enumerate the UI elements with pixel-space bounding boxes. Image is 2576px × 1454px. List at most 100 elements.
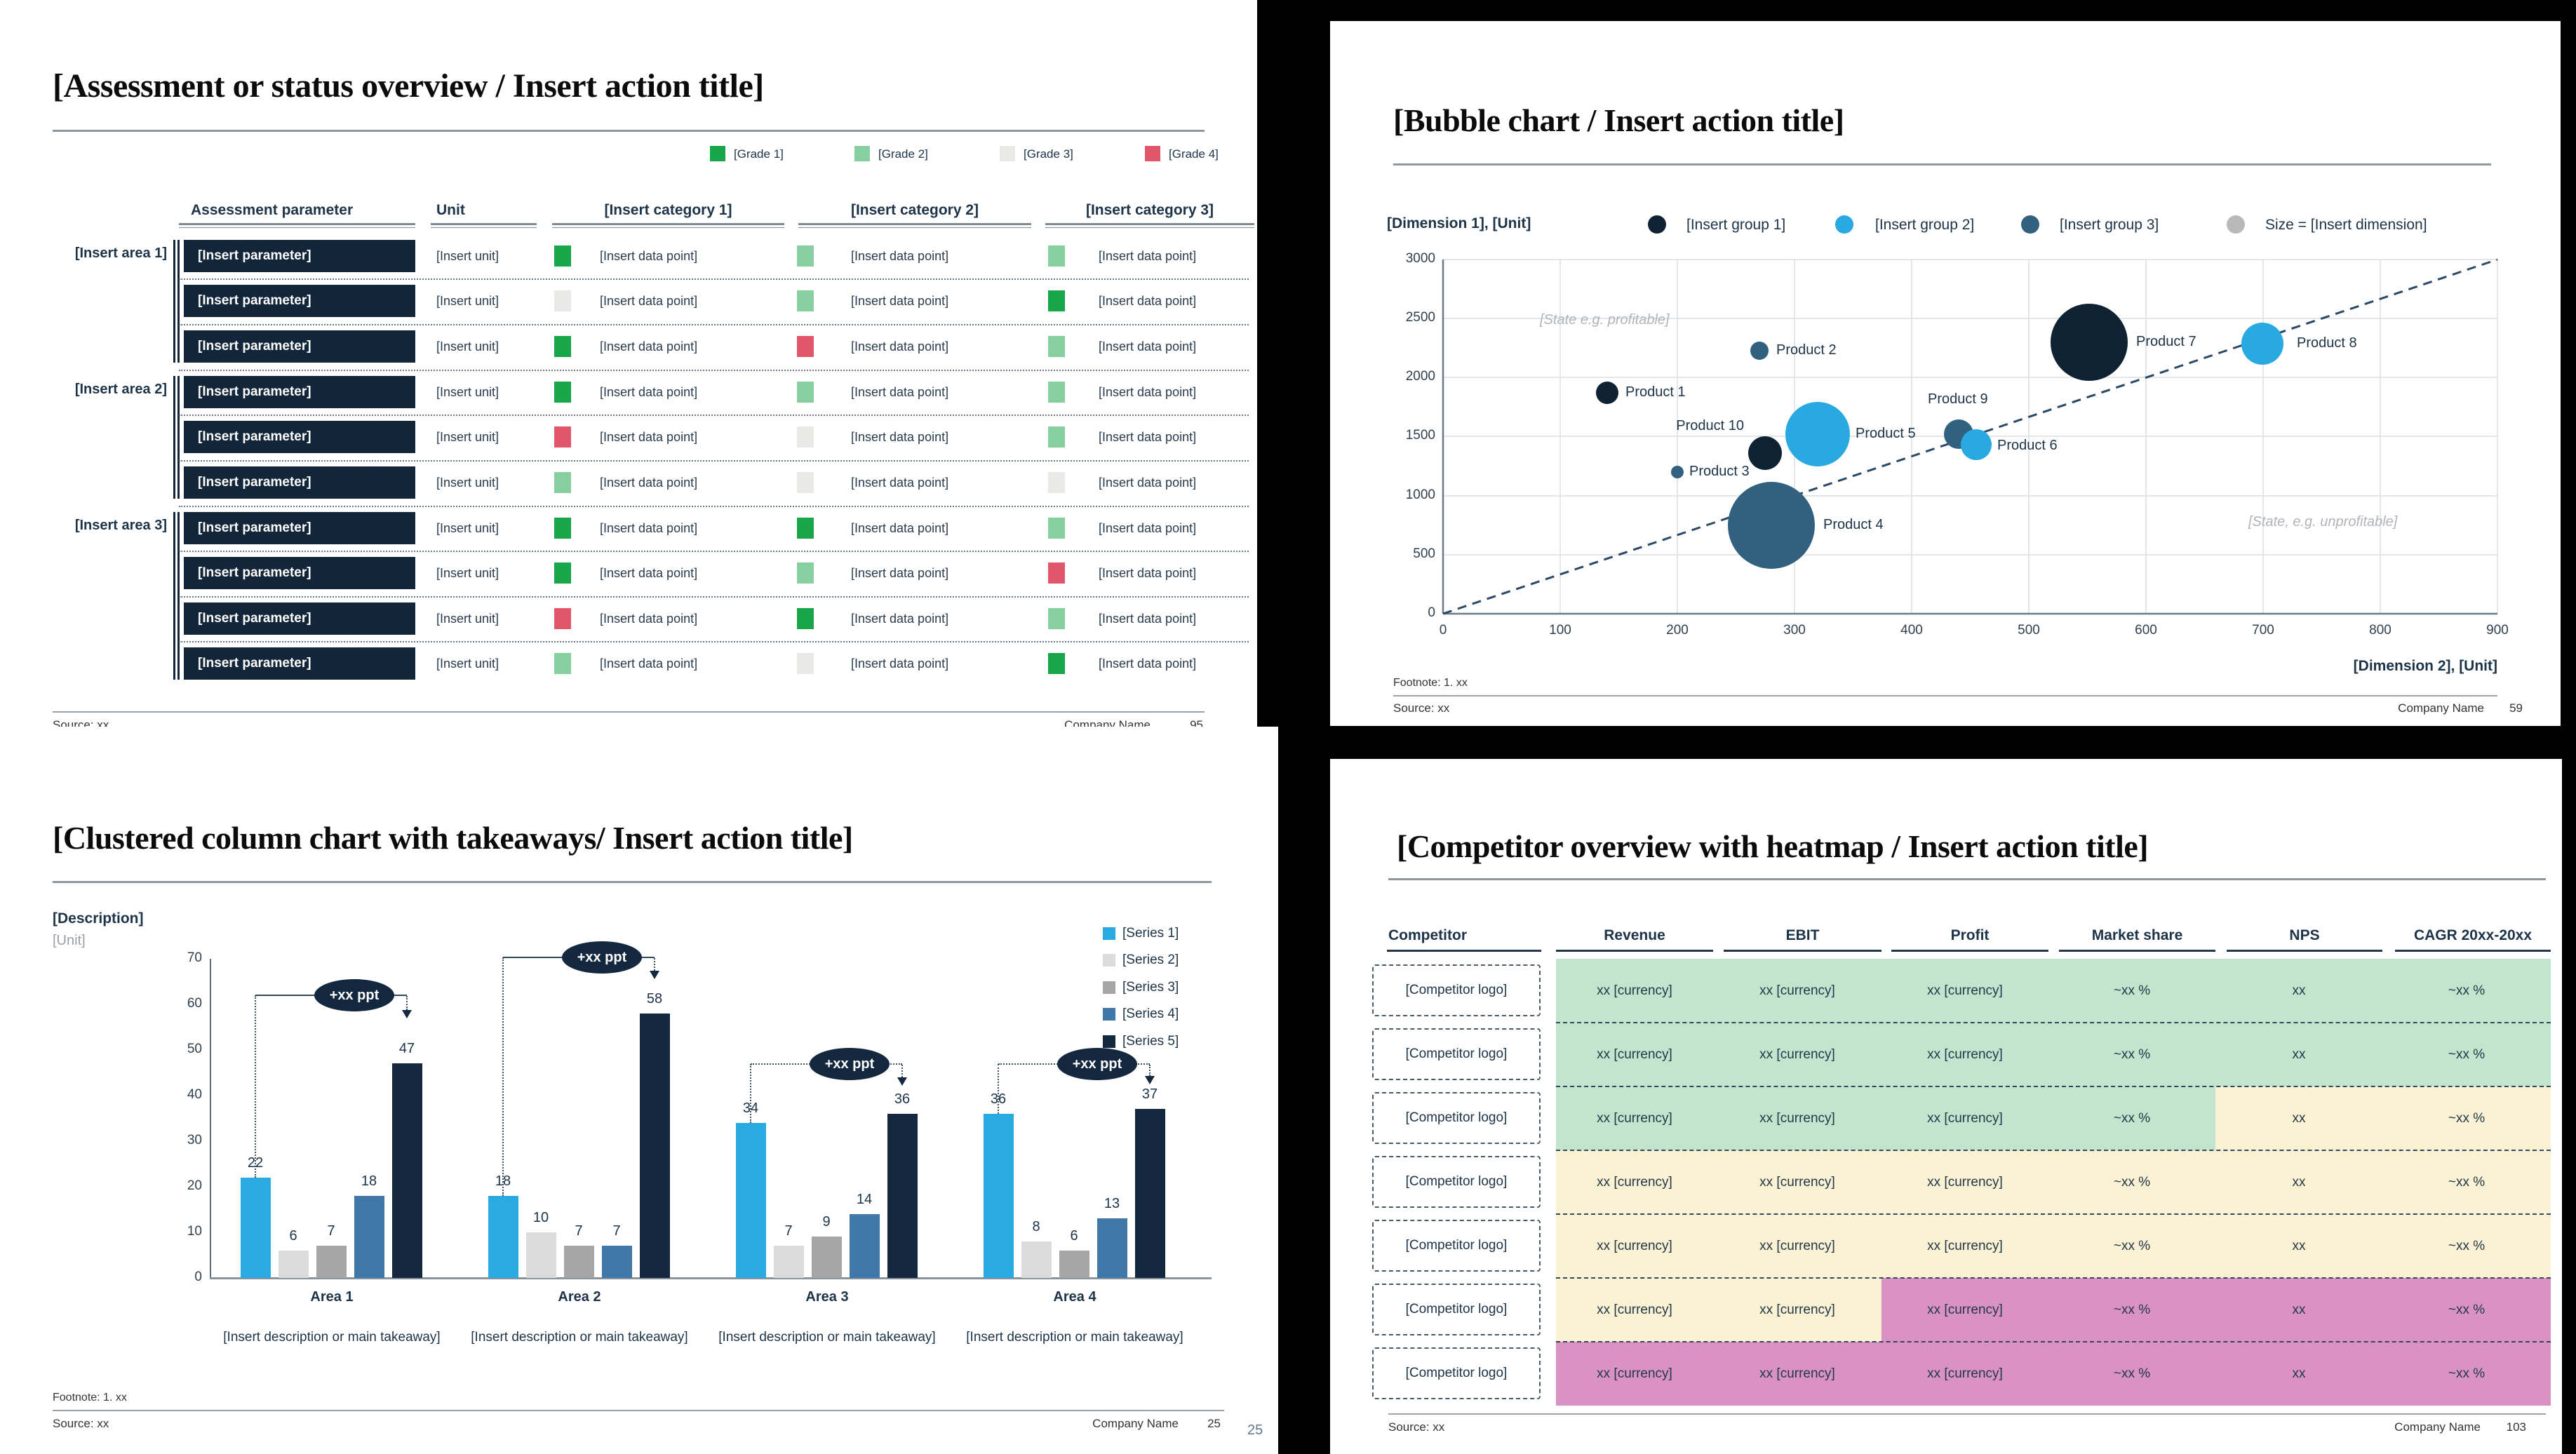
bar-area3-series1 [736,1123,766,1278]
heat-row-separator [1556,1022,2551,1023]
parameter-box: [Insert parameter] [184,421,415,453]
ppt-connector [406,996,408,1010]
heat-cell: xx [currency] [1556,1278,1713,1342]
bar-area2-series3 [564,1246,594,1278]
bar-value: 7 [612,1223,621,1239]
competitor-logo-box: [Competitor logo] [1372,1284,1541,1335]
col-header-cat2: [Insert category 2] [850,202,979,218]
cell-value: xx [currency] [1759,1239,1835,1253]
footer-divider [53,1410,1224,1411]
heat-cell: ~xx % [2382,1023,2551,1086]
data-point: [Insert data point] [600,294,698,308]
grade-square [1048,653,1065,674]
slide2-title-rule [1393,163,2491,166]
bar-value: 37 [1141,1086,1158,1102]
bubble-product-8 [2241,323,2283,365]
y-tick: 0 [1428,605,1435,620]
heat-row-separator [1556,1086,2551,1087]
header-underline [1556,950,1713,952]
bar-value: 7 [327,1223,335,1239]
group2-legend-bubble [1835,215,1853,234]
data-point: [Insert data point] [600,521,698,535]
size-legend-label: Size = [Insert dimension] [2265,217,2427,233]
heat-cell: xx [currency] [1556,959,1713,1023]
cell-value: xx [currency] [1927,1111,2003,1126]
data-point: [Insert data point] [851,521,949,535]
heat-cell: xx [2215,1342,2382,1406]
cell-value: xx [currency] [1927,1239,2003,1253]
cell-value: xx [currency] [1927,1047,2003,1062]
ppt-arrow [402,1010,412,1018]
heat-cell: ~xx % [2382,959,2551,1023]
unit-value: [Insert unit] [436,657,499,671]
heat-cell: xx [currency] [1556,1214,1713,1278]
heat-cell: xx [currency] [1881,1214,2048,1278]
data-point: [Insert data point] [600,249,698,263]
category-label-area1: Area 1 [310,1289,354,1305]
x-tick: 900 [2486,623,2509,638]
grade2-legend-swatch [854,146,870,161]
bar-area1-series4 [354,1196,384,1278]
grade-square [797,653,814,674]
grade-square [554,290,571,311]
y-tick: 10 [187,1224,202,1239]
bar-area4-series5 [1135,1109,1165,1278]
unit-value: [Insert unit] [436,476,499,490]
heat-cell: xx [currency] [1713,1150,1881,1214]
bubble-label-product-3: Product 3 [1689,464,1750,479]
heat-cell: xx [currency] [1713,1086,1881,1150]
cell-value: ~xx % [2448,1239,2486,1253]
data-point: [Insert data point] [851,294,949,308]
data-point: [Insert data point] [600,339,698,354]
y-tick: 20 [187,1178,202,1193]
grade3-legend-swatch [1000,146,1015,161]
heat-cell: xx [currency] [1881,959,2048,1023]
heat-cell: xx [2215,1150,2382,1214]
cell-value: xx [2292,1302,2306,1317]
grade-square [1048,336,1065,357]
grade-square [797,336,814,357]
heat-cell: xx [currency] [1881,1023,2048,1086]
data-point: [Insert data point] [1099,385,1197,399]
bubble-label-product-5: Product 5 [1856,426,1916,441]
parameter-box: [Insert parameter] [184,466,415,499]
bar-area4-series3 [1059,1251,1089,1278]
data-point: [Insert data point] [1099,294,1197,308]
cell-value: xx [currency] [1759,983,1835,998]
bar-area4-series2 [1021,1241,1052,1278]
bar-area1-series2 [279,1251,309,1278]
bubble-label-product-6: Product 6 [1997,438,2058,453]
grade-square [1048,382,1065,403]
company-name: Company Name [2394,1420,2481,1434]
company-name: Company Name [1064,718,1151,727]
bar-value: 7 [575,1223,583,1239]
data-point: [Insert data point] [600,430,698,444]
parameter-box: [Insert parameter] [184,647,415,680]
series4-legend-swatch [1103,1008,1115,1021]
bar-value: 6 [289,1228,297,1244]
bubble-product-10 [1748,436,1782,470]
source-note: Source: xx [53,1417,109,1430]
x-tick: 400 [1900,623,1923,638]
heat-cell: ~xx % [2382,1086,2551,1150]
col-header-nps: NPS [2289,927,2320,943]
takeaway-area1: [Insert description or main takeaway] [223,1330,441,1345]
size-legend-bubble [2227,215,2245,234]
page-number: 95 [1190,718,1203,727]
cell-value: xx [2292,1175,2306,1190]
col-header-cat3: [Insert category 3] [1085,202,1214,218]
grade-square [554,382,571,403]
bubble-product-6 [1961,429,1992,460]
col-header-unit: Unit [436,202,465,218]
slide4-title-rule [1388,878,2546,880]
y-tick: 30 [187,1133,202,1147]
slide-assessment-overview: [Assessment or status overview / Insert … [0,0,1257,727]
annotation-unprofitable: [State, e.g. unprofitable] [2248,514,2398,530]
area1-label: [Insert area 1] [74,245,167,261]
bar-value: 6 [1070,1228,1078,1244]
col-header-revenue: Revenue [1604,927,1665,943]
bar-area3-series3 [812,1237,842,1278]
cell-value: xx [currency] [1597,1111,1672,1126]
cell-value: ~xx % [2113,1175,2151,1190]
series3-legend-label: [Series 3] [1122,980,1179,995]
